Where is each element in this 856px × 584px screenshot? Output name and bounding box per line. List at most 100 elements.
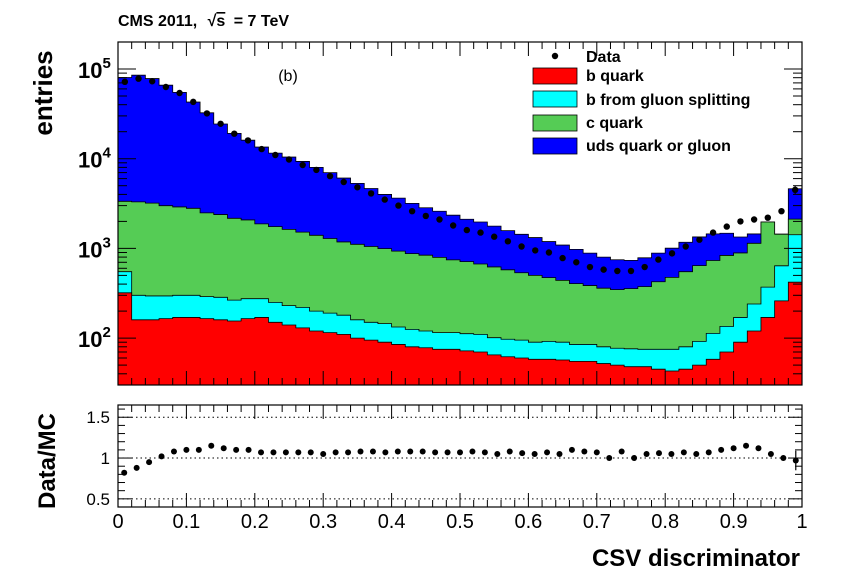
- x-tick-label: 0.7: [583, 511, 611, 533]
- ratio-frame: [117, 404, 803, 508]
- ratio-points: [121, 442, 799, 476]
- data-point: [299, 161, 306, 169]
- data-point: [121, 78, 129, 86]
- ratio-y-axis-label: Data/MC: [34, 413, 61, 509]
- ratio-point: [767, 450, 774, 457]
- data-point: [655, 256, 662, 263]
- x-axis-label: CSV discriminator: [592, 545, 800, 572]
- top-panel: 102 103 104 105 entries (b) Data b quark b …: [28, 41, 803, 386]
- ratio-point: [332, 449, 339, 456]
- legend-label-c-quark: c quark: [586, 115, 643, 132]
- data-point: [285, 156, 293, 163]
- panel-label: (b): [278, 68, 298, 85]
- energy-value: = 7 TeV: [234, 13, 290, 30]
- ratio-point: [195, 446, 202, 453]
- ratio-point: [146, 459, 153, 466]
- ratio-point: [693, 450, 700, 457]
- x-tick-label: 1: [796, 511, 807, 533]
- data-point: [600, 266, 607, 273]
- ratio-point: [158, 453, 165, 460]
- plot-header: CMS 2011, √s = 7 TeV: [118, 13, 289, 30]
- ratio-point: [506, 448, 513, 455]
- top-y-tick-label: 102: [78, 324, 111, 352]
- ratio-point: [481, 449, 488, 456]
- ratio-point: [718, 446, 725, 453]
- ratio-point: [295, 449, 302, 456]
- data-point: [408, 207, 416, 215]
- ratio-point: [618, 448, 625, 455]
- data-point: [518, 243, 525, 250]
- legend-label-data: Data: [586, 49, 621, 66]
- data-point: [668, 250, 676, 257]
- ratio-point: [183, 446, 190, 453]
- data-point: [354, 184, 361, 191]
- ratio-y-axis: 0.5 1 1.5: [86, 408, 802, 509]
- ratio-point: [680, 449, 687, 456]
- ratio-point: [245, 446, 252, 453]
- data-point: [449, 222, 457, 229]
- ratio-point: [419, 448, 426, 455]
- ratio-point: [320, 450, 327, 457]
- data-point: [326, 172, 334, 180]
- ratio-point: [519, 450, 526, 457]
- ratio-point: [444, 449, 451, 456]
- ratio-point: [233, 446, 240, 453]
- data-point: [709, 229, 717, 236]
- ratio-x-axis: 0 0.1 0.2 0.3 0.4 0.5 0.6 0.7 0.8 0.9 1: [112, 405, 808, 533]
- ratio-point: [357, 448, 364, 455]
- legend-swatch-b-quark: [532, 67, 578, 85]
- ratio-point: [780, 455, 787, 462]
- ratio-point: [407, 448, 414, 455]
- ratio-point: [258, 449, 265, 456]
- ratio-point: [170, 448, 177, 455]
- stacked-histogram: [117, 74, 803, 386]
- legend-label-b-quark: b quark: [586, 68, 644, 85]
- top-y-tick-label: 103: [78, 234, 111, 262]
- data-point: [436, 216, 443, 223]
- data-point: [477, 229, 484, 236]
- top-y-axis-label: entries: [28, 50, 58, 135]
- ratio-point: [307, 449, 314, 456]
- data-point: [504, 238, 512, 245]
- data-markers: [121, 75, 799, 275]
- legend-swatch-b-gluon-splitting: [532, 90, 578, 108]
- data-point: [231, 130, 238, 137]
- ratio-point: [531, 450, 538, 457]
- ratio-point: [593, 449, 600, 456]
- ratio-point: [643, 450, 650, 457]
- ratio-point: [668, 450, 675, 457]
- data-point: [217, 120, 224, 127]
- legend-data-marker: [551, 52, 559, 60]
- ratio-y-tick-label: 0.5: [86, 490, 110, 509]
- data-point: [149, 78, 156, 85]
- data-point: [162, 83, 170, 91]
- data-point: [272, 151, 279, 159]
- ratio-y-tick-label: 1.5: [86, 408, 110, 427]
- x-tick-label: 0.9: [720, 511, 748, 533]
- ratio-point: [743, 442, 750, 449]
- ratio-point: [394, 448, 401, 455]
- ratio-point: [568, 446, 575, 453]
- data-point: [696, 236, 703, 243]
- data-point: [573, 259, 580, 266]
- x-tick-label: 0.6: [514, 511, 542, 533]
- data-point: [463, 226, 471, 234]
- ratio-point: [133, 464, 140, 471]
- ratio-point: [631, 455, 638, 462]
- x-tick-label: 0.5: [446, 511, 474, 533]
- data-point: [682, 243, 689, 250]
- ratio-point: [345, 449, 352, 456]
- data-point: [203, 110, 211, 117]
- x-tick-label: 0.8: [651, 511, 679, 533]
- data-point: [778, 207, 785, 215]
- data-point: [381, 196, 388, 203]
- legend-label-b-gluon-splitting: b from gluon splitting: [586, 92, 750, 109]
- x-tick-label: 0: [112, 511, 123, 533]
- ratio-point: [544, 449, 551, 456]
- data-point: [395, 202, 402, 209]
- stack-layer-b-quark: [117, 281, 803, 386]
- ratio-point: [432, 449, 439, 456]
- legend-label-uds: uds quark or gluon: [586, 138, 731, 155]
- data-point: [176, 89, 183, 97]
